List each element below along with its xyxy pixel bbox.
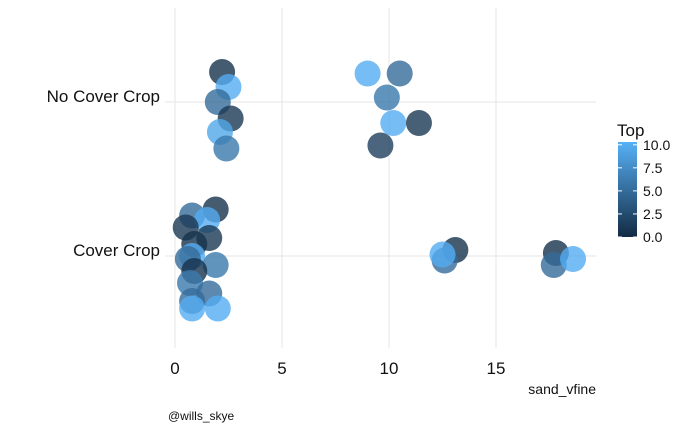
grid-layer (165, 8, 596, 348)
legend-ticks: 10.0 7.5 5.0 2.5 0.0 (618, 137, 670, 245)
category-label-cover-crop: Cover Crop (73, 241, 160, 260)
data-point-11 (367, 132, 394, 159)
category-label-no-cover-crop: No Cover Crop (47, 87, 160, 106)
data-point-32 (560, 246, 587, 272)
color-legend: Top 10.0 7.5 5.0 2.5 0.0 (617, 121, 670, 245)
x-tick-label-5: 5 (277, 359, 286, 378)
legend-label-3: 2.5 (643, 206, 663, 222)
legend-label-2: 5.0 (643, 183, 663, 199)
y-axis: No Cover Crop Cover Crop (47, 87, 160, 260)
data-point-5 (213, 135, 240, 162)
data-point-9 (380, 110, 407, 136)
legend-label-0: 10.0 (643, 137, 670, 153)
plot-panel (165, 8, 596, 348)
x-axis: 0 5 10 15 (170, 359, 505, 378)
points-layer (172, 59, 587, 322)
data-point-6 (354, 60, 381, 87)
data-point-20 (202, 252, 229, 278)
data-point-7 (386, 60, 413, 87)
data-point-26 (204, 295, 231, 322)
data-point-29 (429, 241, 456, 268)
x-tick-label-15: 15 (487, 359, 506, 378)
legend-label-4: 0.0 (643, 229, 663, 245)
x-tick-label-0: 0 (170, 359, 179, 378)
data-point-8 (373, 84, 400, 111)
x-axis-title: sand_vfine (528, 381, 596, 397)
data-point-10 (405, 110, 432, 136)
data-point-25 (179, 295, 206, 322)
legend-colorbar (618, 142, 637, 237)
legend-title: Top (617, 121, 644, 140)
caption: @wills_skye (168, 409, 235, 423)
legend-label-1: 7.5 (643, 160, 663, 176)
x-tick-label-10: 10 (380, 359, 399, 378)
